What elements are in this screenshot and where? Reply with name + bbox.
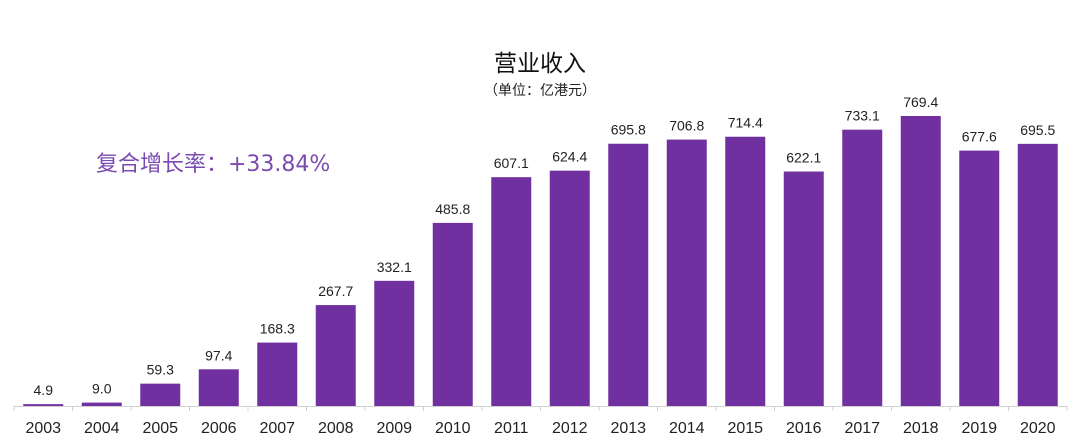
x-tick-label-2017: 2017 [844, 420, 880, 437]
x-tick-label-2008: 2008 [318, 420, 354, 437]
bar-2004 [81, 402, 122, 406]
x-tick-label-2006: 2006 [201, 420, 237, 437]
bar-2008 [315, 305, 356, 406]
bar-2016 [783, 171, 824, 406]
data-label-2016: 622.1 [786, 150, 821, 166]
cagr-annotation: 复合增长率：+33.84% [96, 152, 331, 177]
bar-2007 [257, 342, 298, 406]
x-tick-label-2004: 2004 [84, 420, 120, 437]
bar-2005 [140, 383, 181, 406]
x-tick-label-2005: 2005 [142, 420, 178, 437]
x-tick-label-2016: 2016 [786, 420, 822, 437]
data-label-2004: 9.0 [92, 381, 112, 397]
bar-2020 [1017, 143, 1058, 406]
bar-2006 [198, 369, 239, 406]
bar-2019 [959, 150, 1000, 406]
data-label-2005: 59.3 [147, 362, 174, 378]
bar-2017 [842, 129, 883, 407]
x-tick-label-2009: 2009 [376, 420, 412, 437]
chart-title: 营业收入 [494, 51, 586, 77]
bar-2013 [608, 143, 649, 407]
data-label-2019: 677.6 [962, 129, 997, 145]
data-label-2017: 733.1 [845, 108, 880, 124]
x-tick-label-2014: 2014 [669, 420, 705, 437]
x-tick-label-2018: 2018 [903, 420, 939, 437]
x-tick-label-2013: 2013 [610, 420, 646, 437]
data-label-2003: 4.9 [34, 382, 54, 398]
x-tick-label-2012: 2012 [552, 420, 588, 437]
bar-2014 [666, 139, 707, 406]
x-tick-label-2019: 2019 [961, 420, 997, 437]
x-tick-label-2015: 2015 [727, 420, 763, 437]
bar-2018 [900, 116, 941, 406]
bar-2015 [725, 136, 766, 406]
x-tick-label-2011: 2011 [494, 420, 529, 437]
bar-2009 [374, 280, 415, 406]
data-label-2013: 695.8 [611, 122, 646, 138]
bar-2011 [491, 177, 532, 406]
bar-2003 [23, 404, 64, 406]
x-tick-label-2007: 2007 [259, 420, 295, 437]
data-label-2008: 267.7 [318, 283, 353, 299]
data-label-2011: 607.1 [494, 155, 529, 171]
bar-2012 [549, 170, 590, 406]
data-label-2007: 168.3 [260, 321, 295, 337]
x-tick-label-2020: 2020 [1020, 420, 1056, 437]
data-label-2014: 706.8 [669, 118, 704, 134]
chart-subtitle: （单位：亿港元） [484, 83, 596, 99]
data-label-2009: 332.1 [377, 259, 412, 275]
bar-2010 [432, 222, 473, 406]
data-label-2020: 695.5 [1020, 122, 1055, 138]
x-tick-label-2003: 2003 [25, 420, 61, 437]
data-label-2015: 714.4 [728, 115, 763, 131]
data-label-2006: 97.4 [205, 347, 232, 363]
data-label-2012: 624.4 [552, 149, 587, 165]
data-label-2010: 485.8 [435, 201, 470, 217]
data-label-2018: 769.4 [903, 94, 938, 110]
x-tick-label-2010: 2010 [435, 420, 471, 437]
